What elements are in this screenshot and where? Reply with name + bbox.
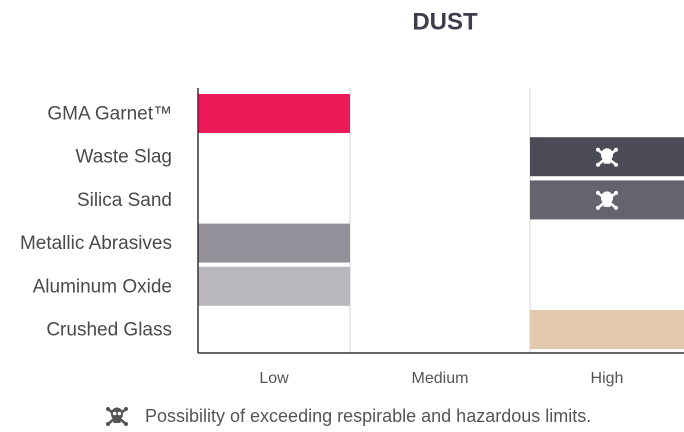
- bar: [198, 223, 350, 263]
- footnote: Possibility of exceeding respirable and …: [145, 406, 591, 426]
- x-tick-label: Medium: [412, 370, 469, 387]
- bar: [198, 266, 350, 306]
- y-tick-label: Waste Slag: [76, 147, 172, 168]
- chart-title: DUST: [412, 8, 478, 35]
- y-tick-label: Metallic Abrasives: [20, 233, 172, 254]
- y-tick-label: Silica Sand: [77, 190, 172, 211]
- x-tick-label: High: [591, 370, 624, 387]
- bar: [198, 94, 350, 133]
- x-tick-label: Low: [259, 370, 289, 387]
- y-tick-label: Crushed Glass: [46, 320, 172, 341]
- footnote-icon: [104, 405, 130, 428]
- y-tick-label: Aluminum Oxide: [33, 276, 172, 297]
- bar: [530, 310, 684, 349]
- y-tick-label: GMA Garnet™: [47, 104, 172, 125]
